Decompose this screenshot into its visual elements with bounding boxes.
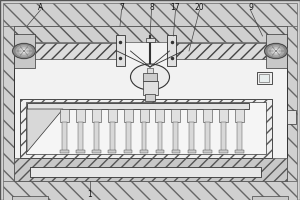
Circle shape: [16, 46, 32, 56]
Bar: [219, 150, 228, 153]
Circle shape: [274, 50, 278, 52]
Bar: [12, 196, 48, 200]
Bar: [156, 150, 164, 153]
Text: 9: 9: [248, 2, 253, 11]
Bar: [256, 72, 272, 84]
Bar: [60, 150, 69, 153]
Circle shape: [268, 46, 284, 56]
Bar: [188, 150, 196, 153]
Bar: [126, 122, 130, 152]
Bar: [173, 122, 178, 152]
Bar: [142, 81, 158, 95]
Bar: [286, 26, 297, 181]
Bar: [172, 150, 180, 153]
Bar: [20, 99, 272, 158]
Text: 1: 1: [88, 190, 92, 199]
Bar: [108, 150, 116, 153]
Bar: [116, 35, 124, 66]
Bar: [145, 94, 155, 101]
Bar: [76, 109, 85, 122]
Bar: [189, 122, 194, 152]
Bar: [140, 109, 148, 122]
Text: 17: 17: [171, 2, 180, 11]
Bar: [147, 68, 153, 73]
Bar: [108, 109, 117, 122]
Bar: [171, 109, 180, 122]
Bar: [3, 26, 13, 181]
Bar: [167, 43, 266, 59]
Bar: [76, 150, 85, 153]
Circle shape: [130, 64, 170, 90]
Bar: [235, 109, 244, 122]
Circle shape: [272, 48, 280, 54]
Bar: [259, 74, 269, 82]
Bar: [187, 109, 196, 122]
Bar: [203, 150, 212, 153]
Bar: [219, 109, 228, 122]
Bar: [124, 150, 132, 153]
Text: 8: 8: [149, 2, 154, 11]
Bar: [14, 34, 34, 68]
Bar: [34, 43, 117, 59]
Bar: [30, 167, 261, 177]
Bar: [235, 150, 244, 153]
Bar: [221, 122, 226, 152]
Bar: [146, 38, 154, 42]
Bar: [26, 102, 266, 154]
Bar: [158, 122, 162, 152]
Polygon shape: [27, 109, 63, 152]
Bar: [14, 26, 286, 181]
Circle shape: [265, 43, 287, 59]
Bar: [14, 26, 286, 42]
Bar: [62, 122, 67, 152]
Bar: [167, 35, 176, 66]
Bar: [142, 122, 146, 152]
Bar: [205, 122, 210, 152]
Bar: [92, 109, 101, 122]
Bar: [237, 122, 242, 152]
Bar: [14, 158, 286, 181]
Bar: [286, 110, 296, 124]
Text: A: A: [38, 2, 43, 11]
Bar: [110, 122, 115, 152]
Bar: [60, 109, 69, 122]
Bar: [3, 181, 297, 200]
Bar: [92, 150, 100, 153]
Bar: [143, 73, 157, 81]
Bar: [266, 34, 286, 68]
Text: 7: 7: [119, 2, 124, 11]
Bar: [3, 3, 297, 26]
Bar: [124, 109, 133, 122]
Text: 20: 20: [195, 2, 204, 11]
Bar: [78, 122, 83, 152]
Bar: [203, 109, 212, 122]
Bar: [140, 150, 148, 153]
Bar: [155, 109, 164, 122]
Circle shape: [22, 50, 26, 52]
Bar: [27, 103, 249, 109]
Circle shape: [13, 43, 35, 59]
Bar: [252, 196, 288, 200]
Bar: [94, 122, 99, 152]
Bar: [20, 99, 272, 158]
Circle shape: [20, 48, 28, 54]
